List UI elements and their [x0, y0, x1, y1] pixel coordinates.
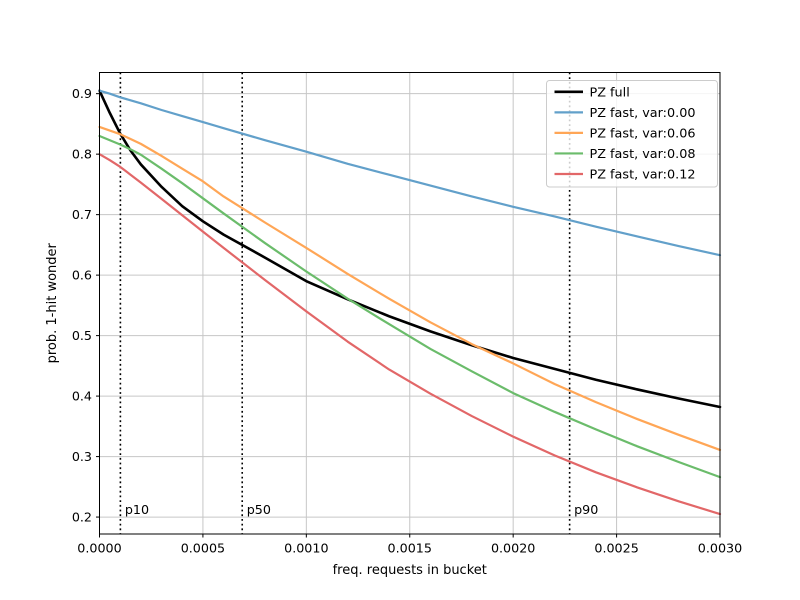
legend-box [546, 80, 718, 188]
x-tick-label: 0.0020 [491, 541, 535, 556]
y-tick-label: 0.8 [72, 147, 92, 162]
y-tick-label: 0.5 [72, 328, 92, 343]
legend-entry-pz-fast-var-0-08: PZ fast, var:0.08 [554, 147, 696, 162]
x-axis: 0.0000 0.0005 0.0010 0.0015 0.0020 0.0025 0.00… [77, 534, 742, 556]
legend-label: PZ fast, var:0.00 [590, 106, 696, 121]
vline-label-p50: p50 [247, 502, 271, 517]
legend-entry-pz-fast-var-0-06: PZ fast, var:0.06 [554, 127, 696, 142]
y-tick-label: 0.3 [72, 449, 92, 464]
legend-entry-pz-fast-var-0-12: PZ fast, var:0.12 [554, 168, 696, 183]
y-tick-label: 0.4 [72, 389, 92, 404]
legend-entry-pz-full: PZ full [554, 85, 630, 100]
legend-label: PZ fast, var:0.08 [590, 147, 696, 162]
x-tick-label: 0.0005 [181, 541, 225, 556]
x-tick-label: 0.0030 [698, 541, 742, 556]
vline-label-p90: p90 [574, 502, 598, 517]
x-tick-label: 0.0000 [77, 541, 121, 556]
x-axis-label: freq. requests in bucket [333, 563, 487, 578]
x-tick-label: 0.0010 [284, 541, 328, 556]
curve-pz-fast-var-0-00 [98, 89, 722, 257]
y-tick-label: 0.6 [72, 268, 92, 283]
legend-label: PZ full [590, 85, 630, 100]
series-group [98, 89, 722, 516]
legend-label: PZ fast, var:0.06 [590, 127, 696, 142]
x-tick-label: 0.0025 [594, 541, 638, 556]
y-tick-label: 0.7 [72, 207, 92, 222]
y-axis: 0.2 0.3 0.4 0.5 0.6 0.7 0.8 0.9 [72, 86, 100, 525]
curve-pz-fast-var-0-12 [98, 153, 722, 516]
legend: PZ full PZ fast, var:0.00 PZ fast, var:0.0… [546, 80, 718, 188]
curve-pz-fast-var-0-08 [98, 134, 722, 479]
vline-label-p10: p10 [125, 502, 149, 517]
curve-pz-full [98, 89, 722, 409]
curve-pz-fast-var-0-06 [98, 125, 722, 452]
y-tick-label: 0.9 [72, 86, 92, 101]
legend-label: PZ fast, var:0.12 [590, 168, 696, 183]
legend-entry-pz-fast-var-0-00: PZ fast, var:0.00 [554, 106, 696, 121]
y-axis-label: prob. 1-hit wonder [45, 242, 60, 363]
x-tick-label: 0.0015 [388, 541, 432, 556]
y-tick-label: 0.2 [72, 510, 92, 525]
